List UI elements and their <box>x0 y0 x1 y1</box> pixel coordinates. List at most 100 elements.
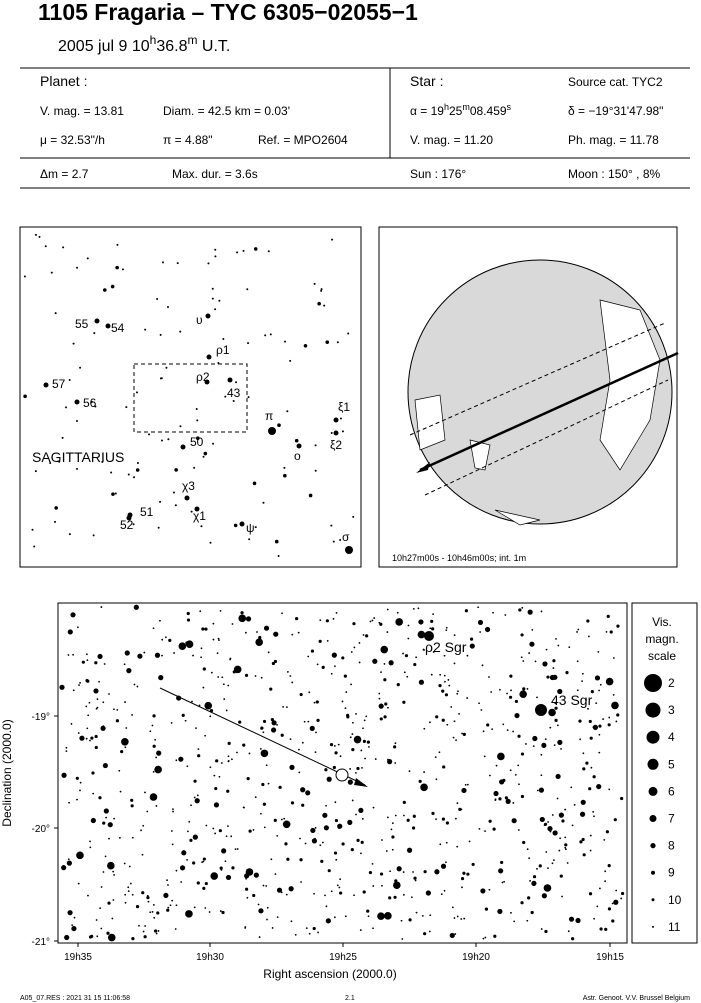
star <box>540 928 543 930</box>
star <box>362 727 364 730</box>
legend-label: 6 <box>668 784 675 798</box>
star <box>108 693 110 695</box>
star <box>181 850 187 856</box>
star <box>172 808 174 810</box>
star <box>439 673 442 676</box>
star <box>532 735 538 742</box>
star <box>582 853 586 857</box>
star <box>559 874 563 878</box>
star <box>259 812 262 815</box>
star <box>92 534 95 537</box>
star <box>451 906 454 909</box>
star <box>148 433 151 436</box>
star <box>484 626 491 633</box>
central-line <box>419 351 679 472</box>
star <box>391 835 395 839</box>
star <box>96 698 99 701</box>
star <box>484 907 489 911</box>
star <box>231 758 233 761</box>
star <box>133 476 136 479</box>
star <box>620 796 624 801</box>
star <box>332 617 335 620</box>
star <box>388 896 392 900</box>
star <box>125 406 128 409</box>
star <box>222 683 225 686</box>
star <box>138 924 140 927</box>
star <box>590 689 594 694</box>
star <box>333 916 336 919</box>
star <box>217 676 220 678</box>
star <box>326 776 332 782</box>
star <box>372 927 374 930</box>
star <box>599 927 603 931</box>
legend-title: scale <box>648 649 676 663</box>
star <box>517 829 520 831</box>
star <box>209 715 212 718</box>
star <box>296 443 302 449</box>
star <box>341 700 344 703</box>
star <box>417 630 426 639</box>
star <box>114 492 117 495</box>
star <box>538 787 545 793</box>
star <box>244 631 247 634</box>
star <box>457 690 459 693</box>
star <box>215 759 219 763</box>
star <box>545 851 548 853</box>
star-label: υ <box>196 313 203 327</box>
star <box>202 667 206 671</box>
star <box>480 888 486 894</box>
star <box>456 802 459 805</box>
star <box>149 793 158 801</box>
star <box>143 651 146 654</box>
star <box>61 772 67 778</box>
star <box>538 864 542 868</box>
star <box>561 819 565 823</box>
star <box>169 904 172 907</box>
star <box>554 706 558 710</box>
star <box>308 932 311 935</box>
star <box>532 875 537 879</box>
star <box>403 814 405 817</box>
star <box>260 676 263 679</box>
star <box>305 790 311 796</box>
star <box>404 654 409 658</box>
star <box>360 840 364 844</box>
star <box>568 916 575 922</box>
star <box>174 504 177 507</box>
star <box>608 716 611 719</box>
star <box>577 628 580 631</box>
star <box>435 818 437 821</box>
star <box>418 679 424 685</box>
star <box>320 288 323 291</box>
star <box>75 420 78 423</box>
star <box>592 811 595 813</box>
star <box>289 675 292 677</box>
star <box>44 245 47 248</box>
star <box>258 635 262 640</box>
star <box>87 894 89 897</box>
star <box>152 770 155 773</box>
star <box>615 720 618 723</box>
star <box>162 261 165 264</box>
star <box>439 843 442 846</box>
star <box>407 637 410 640</box>
arrow <box>354 778 368 787</box>
star <box>520 901 524 905</box>
star <box>329 743 334 747</box>
star <box>607 864 611 868</box>
star <box>196 881 200 885</box>
star <box>531 628 534 631</box>
star <box>135 468 140 472</box>
star <box>61 436 64 439</box>
star <box>294 933 297 936</box>
star <box>461 732 463 735</box>
star <box>166 908 170 912</box>
star <box>505 798 511 805</box>
star <box>235 381 238 384</box>
star <box>90 934 94 938</box>
star <box>263 826 266 829</box>
star <box>178 756 184 762</box>
star <box>520 752 525 756</box>
star <box>188 820 191 823</box>
star-label: ξ2 <box>330 438 342 452</box>
